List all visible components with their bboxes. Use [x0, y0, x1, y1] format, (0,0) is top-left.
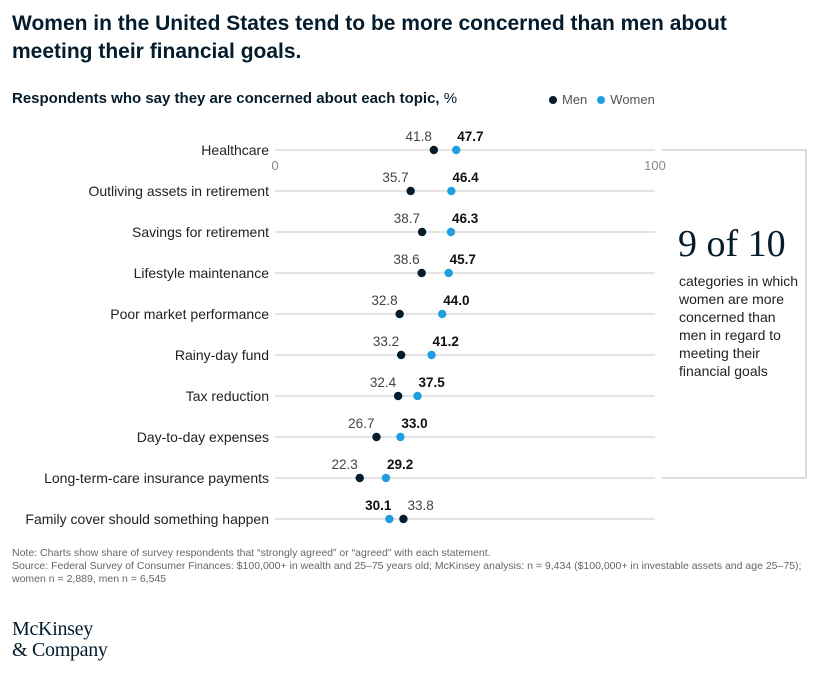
dot-plot-chart: 0 100 Healthcare 41.8 47.7 Outliving assets i…	[25, 129, 807, 527]
men-value-label: 33.2	[373, 334, 399, 349]
logo-line-1: McKinsey	[12, 618, 93, 640]
men-dot	[395, 309, 404, 319]
men-dot	[406, 186, 415, 196]
category-label: Outliving assets in retirement	[88, 183, 269, 199]
category-label: Day-to-day expenses	[137, 429, 269, 445]
women-value-label: 30.1	[365, 498, 392, 513]
men-dot	[372, 432, 381, 442]
men-value-label: 32.4	[370, 375, 397, 390]
women-dot	[427, 350, 436, 360]
category-label: Rainy-day fund	[175, 347, 269, 363]
men-dot	[429, 145, 439, 155]
men-value-label: 33.8	[407, 498, 433, 513]
category-label: Poor market performance	[110, 306, 269, 322]
women-value-label: 41.2	[433, 334, 459, 349]
women-value-label: 45.7	[450, 252, 476, 267]
category-label: Long-term-care insurance payments	[44, 470, 269, 486]
women-value-label: 46.3	[452, 211, 479, 226]
women-dot	[381, 473, 391, 483]
legend-item-men: Men	[549, 92, 587, 107]
mckinsey-logo: McKinsey & Company	[12, 619, 108, 661]
category-label: Lifestyle maintenance	[134, 265, 270, 281]
women-value-label: 29.2	[387, 457, 413, 472]
legend-label-women: Women	[610, 92, 655, 107]
women-dot	[447, 186, 456, 196]
women-dot	[452, 145, 461, 155]
chart-subtitle: Respondents who say they are concerned a…	[12, 90, 457, 107]
x-tick-label-0: 0	[271, 158, 278, 173]
men-value-label: 41.8	[406, 129, 432, 144]
women-value-label: 46.4	[452, 170, 479, 185]
men-dot	[355, 473, 364, 483]
women-value-label: 33.0	[401, 416, 427, 431]
men-value-label: 26.7	[348, 416, 374, 431]
legend-label-men: Men	[562, 92, 588, 107]
category-label: Savings for retirement	[132, 224, 269, 240]
category-label: Tax reduction	[186, 388, 269, 404]
footnote-source: Source: Federal Survey of Consumer Finan…	[12, 560, 802, 585]
legend-item-women: Women	[597, 92, 655, 107]
men-dot	[396, 350, 406, 360]
footnote: Note: Charts show share of survey respon…	[12, 547, 812, 586]
men-value-label: 38.6	[393, 252, 419, 267]
men-dot	[417, 227, 427, 237]
men-value-label: 38.7	[394, 211, 420, 226]
callout-bracket	[662, 149, 807, 479]
men-dot	[393, 391, 403, 401]
women-dot	[385, 514, 394, 524]
legend: Men Women	[549, 92, 665, 107]
women-dot	[438, 309, 447, 319]
legend-dot-men	[549, 95, 557, 104]
footnote-note: Note: Charts show share of survey respon…	[12, 547, 491, 559]
subtitle-text: Respondents who say they are concerned a…	[12, 90, 440, 107]
women-value-label: 44.0	[443, 293, 469, 308]
x-tick-label-100: 100	[644, 158, 666, 173]
women-dot	[444, 268, 453, 278]
category-label: Healthcare	[201, 142, 269, 158]
men-dot	[417, 268, 426, 278]
women-dot	[446, 227, 456, 237]
men-dot	[399, 514, 408, 524]
chart-title: Women in the United States tend to be mo…	[12, 12, 727, 63]
men-value-label: 32.8	[371, 293, 397, 308]
women-dot	[413, 391, 422, 401]
men-value-label: 22.3	[331, 457, 357, 472]
legend-dot-women	[597, 95, 606, 104]
men-value-label: 35.7	[382, 170, 408, 185]
subtitle-unit: %	[443, 90, 458, 107]
callout-text: categories in which women are more conce…	[679, 273, 799, 379]
category-label: Family cover should something happen	[25, 511, 269, 527]
women-dot	[396, 432, 405, 442]
women-value-label: 47.7	[457, 129, 483, 144]
women-value-label: 37.5	[419, 375, 446, 390]
logo-line-2: & Company	[12, 639, 108, 661]
callout-number: 9 of 10	[678, 223, 786, 265]
